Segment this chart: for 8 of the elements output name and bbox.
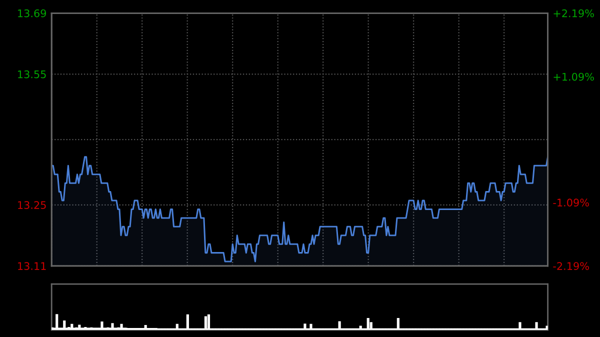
y2-tick-label: +1.09%: [554, 72, 594, 81]
y2-tick-label: -2.19%: [553, 262, 589, 270]
y-tick-label: 13.25: [18, 201, 46, 209]
y-tick-label: 13.55: [18, 70, 46, 78]
y-tick-label: 13.69: [18, 9, 46, 18]
y2-tick-label: +2.19%: [554, 9, 594, 18]
y-tick-label: 13.11: [18, 262, 46, 270]
y2-tick-label: -1.09%: [553, 198, 589, 207]
